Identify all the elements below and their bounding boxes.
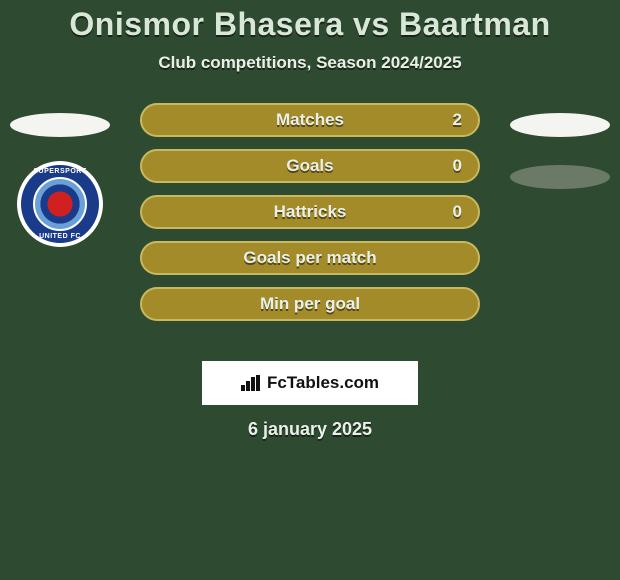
badge-center-icon bbox=[35, 179, 85, 229]
stat-label: Hattricks bbox=[274, 202, 347, 222]
stat-value: 0 bbox=[453, 156, 462, 176]
club-badge-left: SUPERSPORT UNITED FC bbox=[17, 161, 103, 247]
player-right-oval-2 bbox=[510, 165, 610, 189]
stat-value: 2 bbox=[453, 110, 462, 130]
stat-label: Goals per match bbox=[243, 248, 376, 268]
stat-bar-hattricks: Hattricks 0 bbox=[140, 195, 480, 229]
stat-label: Goals bbox=[286, 156, 333, 176]
stat-bar-matches: Matches 2 bbox=[140, 103, 480, 137]
stat-bar-goals-per-match: Goals per match bbox=[140, 241, 480, 275]
comparison-content: SUPERSPORT UNITED FC Matches 2 Goals 0 H… bbox=[0, 103, 620, 343]
stat-value: 0 bbox=[453, 202, 462, 222]
player-right-oval-1 bbox=[510, 113, 610, 137]
player-left-oval bbox=[10, 113, 110, 137]
bar-chart-icon bbox=[241, 375, 261, 391]
badge-text-top: SUPERSPORT bbox=[17, 168, 103, 175]
player-left-column: SUPERSPORT UNITED FC bbox=[0, 103, 120, 247]
stat-label: Min per goal bbox=[260, 294, 360, 314]
stat-label: Matches bbox=[276, 110, 344, 130]
subtitle: Club competitions, Season 2024/2025 bbox=[0, 53, 620, 73]
stat-bar-goals: Goals 0 bbox=[140, 149, 480, 183]
stat-bar-min-per-goal: Min per goal bbox=[140, 287, 480, 321]
player-right-column bbox=[500, 103, 620, 189]
badge-text-bottom: UNITED FC bbox=[17, 233, 103, 240]
date-text: 6 january 2025 bbox=[0, 419, 620, 440]
page-title: Onismor Bhasera vs Baartman bbox=[0, 0, 620, 43]
brand-text: FcTables.com bbox=[267, 373, 379, 393]
stat-bars: Matches 2 Goals 0 Hattricks 0 Goals per … bbox=[140, 103, 480, 321]
brand-box: FcTables.com bbox=[202, 361, 418, 405]
